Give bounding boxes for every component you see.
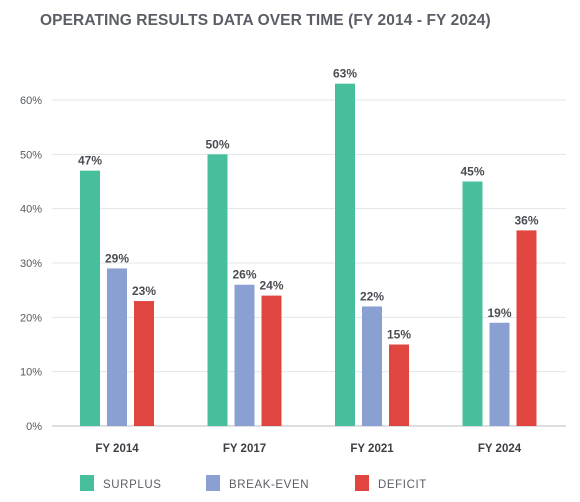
data-label-surplus-fy-2021: 63%: [333, 67, 357, 81]
data-labels: 47% 29% 23% 50% 26%24% 63% 22% 15% 45% 19% 36%: [78, 67, 539, 342]
y-tick-label: 50%: [20, 149, 42, 161]
bars: [80, 83, 537, 427]
data-label-surplus-fy-2017: 50%: [205, 137, 229, 151]
legend-label-surplus: SURPLUS: [103, 479, 162, 491]
y-tick-label: 40%: [20, 204, 42, 216]
bar-surplus-fy-2024: [462, 181, 483, 426]
data-label-break-even-fy-2021: 22%: [360, 289, 384, 303]
bar-break-even-fy-2017: [234, 284, 255, 426]
bar-surplus-fy-2014: [80, 170, 100, 426]
x-tick-label: FY 2017: [223, 443, 266, 455]
bar-surplus-fy-2021: [335, 83, 355, 426]
bar-break-even-fy-2021: [362, 306, 382, 426]
chart-title: OPERATING RESULTS DATA OVER TIME (FY 201…: [40, 12, 491, 29]
y-tick-label: 20%: [20, 312, 42, 324]
x-tick-label: FY 2014: [95, 443, 139, 455]
data-label-break-even-fy-2014: 29%: [105, 251, 129, 265]
x-axis-ticks: FY 2014 FY 2017 FY 2021 FY 2024: [95, 443, 521, 455]
data-label-surplus-fy-2014: 47%: [78, 154, 102, 168]
data-label-deficit-fy-2021: 15%: [387, 328, 411, 342]
data-label-deficit-fy-2024: 36%: [514, 213, 538, 227]
y-tick-label: 60%: [20, 95, 42, 107]
y-tick-label: 0%: [26, 421, 42, 433]
data-label-break-even-fy-2024: 19%: [487, 306, 511, 320]
data-label-deficit-fy-2014: 23%: [132, 284, 156, 298]
y-tick-label: 30%: [20, 258, 42, 270]
legend: SURPLUS BREAK-EVEN DEFICIT: [80, 475, 427, 491]
x-tick-label: FY 2021: [350, 443, 394, 455]
data-label-break-even-fy-2017: 26%: [232, 268, 256, 282]
bar-break-even-fy-2024: [489, 322, 510, 426]
legend-label-deficit: DEFICIT: [378, 479, 427, 491]
gridlines: [52, 99, 566, 427]
legend-swatch-surplus: [80, 475, 94, 491]
bar-deficit-fy-2024: [516, 230, 537, 426]
bar-surplus-fy-2017: [207, 154, 228, 427]
legend-label-break-even: BREAK-EVEN: [229, 479, 309, 491]
legend-swatch-deficit: [355, 475, 369, 491]
bar-deficit-fy-2017: [261, 295, 282, 426]
y-tick-label: 10%: [20, 367, 42, 379]
x-tick-label: FY 2024: [478, 443, 522, 455]
legend-swatch-break-even: [206, 475, 220, 491]
data-label-deficit-fy-2017: 24%: [259, 279, 283, 293]
bar-break-even-fy-2014: [107, 268, 127, 426]
bar-deficit-fy-2014: [134, 301, 154, 426]
data-label-surplus-fy-2024: 45%: [460, 165, 484, 179]
y-axis-ticks: 0% 10% 20% 30% 40% 50% 60%: [20, 95, 42, 433]
bar-deficit-fy-2021: [389, 344, 409, 426]
